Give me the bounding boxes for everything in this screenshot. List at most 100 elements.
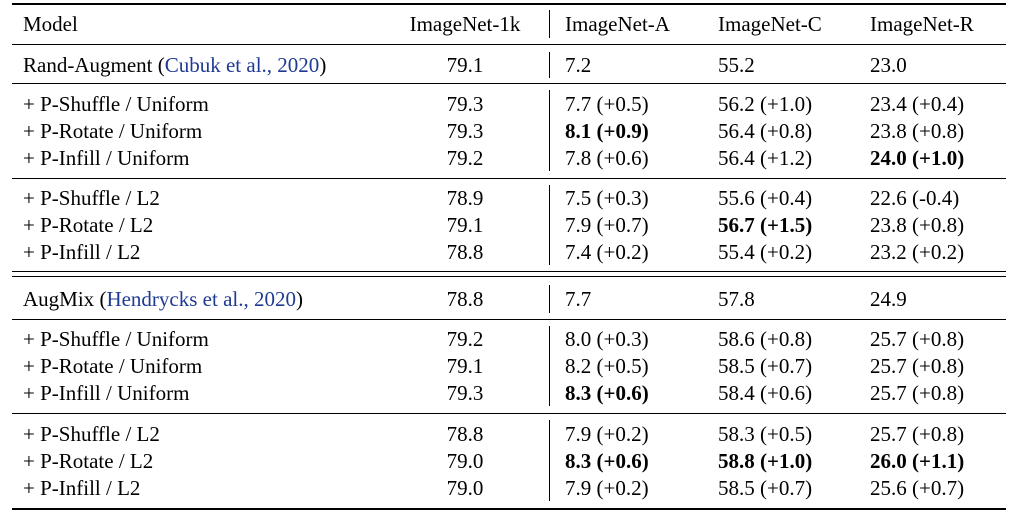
header-imagenet-a: ImageNet-A <box>565 12 670 36</box>
cell-imagenet-a: 8.3 (+0.6) <box>565 449 649 473</box>
cell-imagenet-c: 58.8 (+1.0) <box>718 449 813 473</box>
cell-imagenet-r: 25.6 (+0.7) <box>870 476 965 500</box>
bottom-rule <box>12 508 1006 510</box>
table-row: + P-Rotate / L2 79.1 7.9 (+0.7) 56.7 (+1… <box>12 212 1006 239</box>
model-name: + P-Infill / L2 <box>23 240 141 264</box>
cite-close: ) <box>295 287 303 311</box>
table-row: + P-Infill / L2 79.0 7.9 (+0.2) 58.5 (+0… <box>12 475 1006 502</box>
cell-imagenet-a: 7.8 (+0.6) <box>565 146 649 170</box>
column-separator <box>549 420 550 501</box>
cell-imagenet-c: 55.2 <box>718 53 755 77</box>
cell-imagenet-1k: 79.0 <box>446 476 484 500</box>
cell-imagenet-a: 7.2 <box>565 53 592 77</box>
table-row: + P-Shuffle / Uniform 79.3 7.7 (+0.5) 56… <box>12 91 1006 118</box>
cell-imagenet-a: 8.1 (+0.9) <box>565 119 649 143</box>
cell-imagenet-r: 23.8 (+0.8) <box>870 119 965 143</box>
model-name: + P-Rotate / L2 <box>23 449 154 473</box>
header-model: Model <box>23 12 78 36</box>
cell-imagenet-1k: 79.1 <box>446 53 484 77</box>
table-row: + P-Infill / L2 78.8 7.4 (+0.2) 55.4 (+0… <box>12 239 1006 266</box>
cite-open: ( <box>94 287 107 311</box>
cell-imagenet-a: 7.9 (+0.7) <box>565 213 649 237</box>
cell-imagenet-a: 7.7 <box>565 287 592 311</box>
column-separator <box>549 285 550 313</box>
top-rule <box>12 3 1006 5</box>
citation-link[interactable]: Hendrycks et al., 2020 <box>106 287 296 311</box>
model-name: AugMix (Hendrycks et al., 2020) <box>23 286 303 313</box>
model-name: + P-Shuffle / Uniform <box>23 92 209 116</box>
cell-imagenet-a: 8.3 (+0.6) <box>565 381 649 405</box>
model-name: + P-Rotate / Uniform <box>23 119 203 143</box>
cell-imagenet-r: 22.6 (-0.4) <box>870 186 960 210</box>
table-row: + P-Shuffle / Uniform 79.2 8.0 (+0.3) 58… <box>12 326 1006 353</box>
citation-link[interactable]: Cubuk et al., 2020 <box>164 53 320 77</box>
group-rule <box>12 178 1006 179</box>
group-rule <box>12 413 1006 414</box>
cell-imagenet-c: 57.8 <box>718 287 755 311</box>
cell-imagenet-1k: 79.0 <box>446 449 484 473</box>
model-name: + P-Rotate / Uniform <box>23 354 203 378</box>
baseline-row: AugMix (Hendrycks et al., 2020) 78.8 7.7… <box>12 286 1006 313</box>
cell-imagenet-a: 8.0 (+0.3) <box>565 327 649 351</box>
cell-imagenet-1k: 79.2 <box>446 327 484 351</box>
section-rule <box>12 319 1006 320</box>
cell-imagenet-r: 24.0 (+1.0) <box>870 146 965 170</box>
cell-imagenet-1k: 78.8 <box>446 422 484 446</box>
cell-imagenet-1k: 79.3 <box>446 92 484 116</box>
cell-imagenet-r: 26.0 (+1.1) <box>870 449 965 473</box>
table-row: + P-Rotate / Uniform 79.3 8.1 (+0.9) 56.… <box>12 118 1006 145</box>
cell-imagenet-c: 58.6 (+0.8) <box>718 327 813 351</box>
table-row: + P-Shuffle / L2 78.8 7.9 (+0.2) 58.3 (+… <box>12 421 1006 448</box>
baseline-name: Rand-Augment <box>23 53 153 77</box>
column-separator <box>549 52 550 78</box>
cell-imagenet-c: 58.4 (+0.6) <box>718 381 813 405</box>
cell-imagenet-r: 23.0 <box>870 53 907 77</box>
cell-imagenet-a: 7.5 (+0.3) <box>565 186 649 210</box>
baseline-name: AugMix <box>23 287 95 311</box>
cell-imagenet-1k: 79.2 <box>446 146 484 170</box>
cell-imagenet-r: 23.4 (+0.4) <box>870 92 965 116</box>
cell-imagenet-c: 55.6 (+0.4) <box>718 186 813 210</box>
header-imagenet-1k: ImageNet-1k <box>409 12 521 36</box>
cell-imagenet-c: 56.4 (+1.2) <box>718 146 813 170</box>
header-rule <box>12 44 1006 45</box>
cell-imagenet-r: 23.2 (+0.2) <box>870 240 965 264</box>
model-name: Rand-Augment (Cubuk et al., 2020) <box>23 52 326 79</box>
cell-imagenet-1k: 79.3 <box>446 119 484 143</box>
cell-imagenet-c: 55.4 (+0.2) <box>718 240 813 264</box>
cell-imagenet-r: 23.8 (+0.8) <box>870 213 965 237</box>
model-name: + P-Infill / Uniform <box>23 381 190 405</box>
model-name: + P-Shuffle / Uniform <box>23 327 209 351</box>
cell-imagenet-a: 7.9 (+0.2) <box>565 476 649 500</box>
column-separator <box>549 10 550 38</box>
table-row: + P-Shuffle / L2 78.9 7.5 (+0.3) 55.6 (+… <box>12 185 1006 212</box>
cell-imagenet-1k: 78.9 <box>446 186 484 210</box>
model-name: + P-Shuffle / L2 <box>23 186 160 210</box>
cell-imagenet-r: 25.7 (+0.8) <box>870 327 965 351</box>
column-separator <box>549 326 550 406</box>
cell-imagenet-c: 56.2 (+1.0) <box>718 92 813 116</box>
cell-imagenet-r: 25.7 (+0.8) <box>870 422 965 446</box>
cell-imagenet-1k: 78.8 <box>446 287 484 311</box>
cell-imagenet-r: 25.7 (+0.8) <box>870 381 965 405</box>
cell-imagenet-c: 58.5 (+0.7) <box>718 354 813 378</box>
model-name: + P-Infill / Uniform <box>23 146 190 170</box>
column-separator <box>549 90 550 171</box>
cell-imagenet-a: 7.4 (+0.2) <box>565 240 649 264</box>
cell-imagenet-1k: 79.1 <box>446 213 484 237</box>
cell-imagenet-a: 7.9 (+0.2) <box>565 422 649 446</box>
section-rule <box>12 83 1006 84</box>
double-rule-top <box>12 271 1006 272</box>
header-imagenet-c: ImageNet-C <box>718 12 822 36</box>
table-row: + P-Rotate / Uniform 79.1 8.2 (+0.5) 58.… <box>12 353 1006 380</box>
cell-imagenet-r: 25.7 (+0.8) <box>870 354 965 378</box>
cell-imagenet-r: 24.9 <box>870 287 907 311</box>
header-row: Model ImageNet-1k ImageNet-A ImageNet-C … <box>12 11 1006 38</box>
table-row: + P-Infill / Uniform 79.3 8.3 (+0.6) 58.… <box>12 380 1006 407</box>
cell-imagenet-c: 58.5 (+0.7) <box>718 476 813 500</box>
cell-imagenet-c: 56.4 (+0.8) <box>718 119 813 143</box>
cell-imagenet-c: 58.3 (+0.5) <box>718 422 813 446</box>
cite-close: ) <box>319 53 327 77</box>
cell-imagenet-a: 8.2 (+0.5) <box>565 354 649 378</box>
table-row: + P-Rotate / L2 79.0 8.3 (+0.6) 58.8 (+1… <box>12 448 1006 475</box>
